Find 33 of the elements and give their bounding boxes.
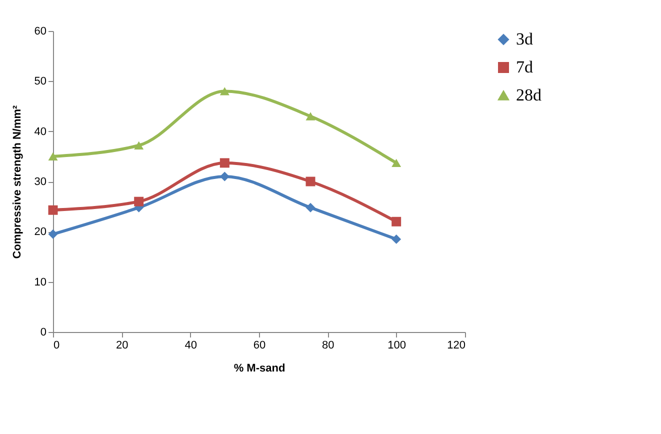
x-axis-title: % M-sand <box>234 362 286 374</box>
x-tick-label: 0 <box>54 340 60 352</box>
point <box>220 172 230 182</box>
x-tick-label: 100 <box>388 340 406 352</box>
point <box>392 158 402 168</box>
legend-label: 28d <box>516 86 542 104</box>
point <box>220 87 230 96</box>
y-tick-label: 0 <box>40 326 46 338</box>
y-tick-label: 60 <box>34 26 46 38</box>
y-tick-label: 20 <box>34 226 46 238</box>
x-tick-label: 40 <box>184 340 197 352</box>
point <box>392 234 402 244</box>
y-tick-label: 40 <box>34 126 46 138</box>
y-tick-label: 50 <box>34 76 46 88</box>
point <box>220 158 230 168</box>
point <box>306 112 316 120</box>
point <box>392 216 402 226</box>
point <box>134 141 144 150</box>
legend-label: 7d <box>516 58 534 76</box>
point <box>306 176 316 186</box>
y-tick-label: 30 <box>34 176 46 188</box>
point <box>48 152 58 161</box>
point <box>48 229 58 239</box>
point <box>48 205 58 215</box>
y-axis-title: Compressive strength N/mm² <box>11 104 24 259</box>
x-tick-label: 60 <box>253 340 266 352</box>
x-tick-label: 120 <box>447 340 466 352</box>
y-tick-label: 10 <box>34 276 46 288</box>
x-tick-label: 20 <box>116 340 128 352</box>
legend-label: 3d <box>516 30 534 48</box>
point <box>134 196 144 206</box>
x-tick-label: 80 <box>322 340 334 352</box>
point <box>306 202 316 212</box>
